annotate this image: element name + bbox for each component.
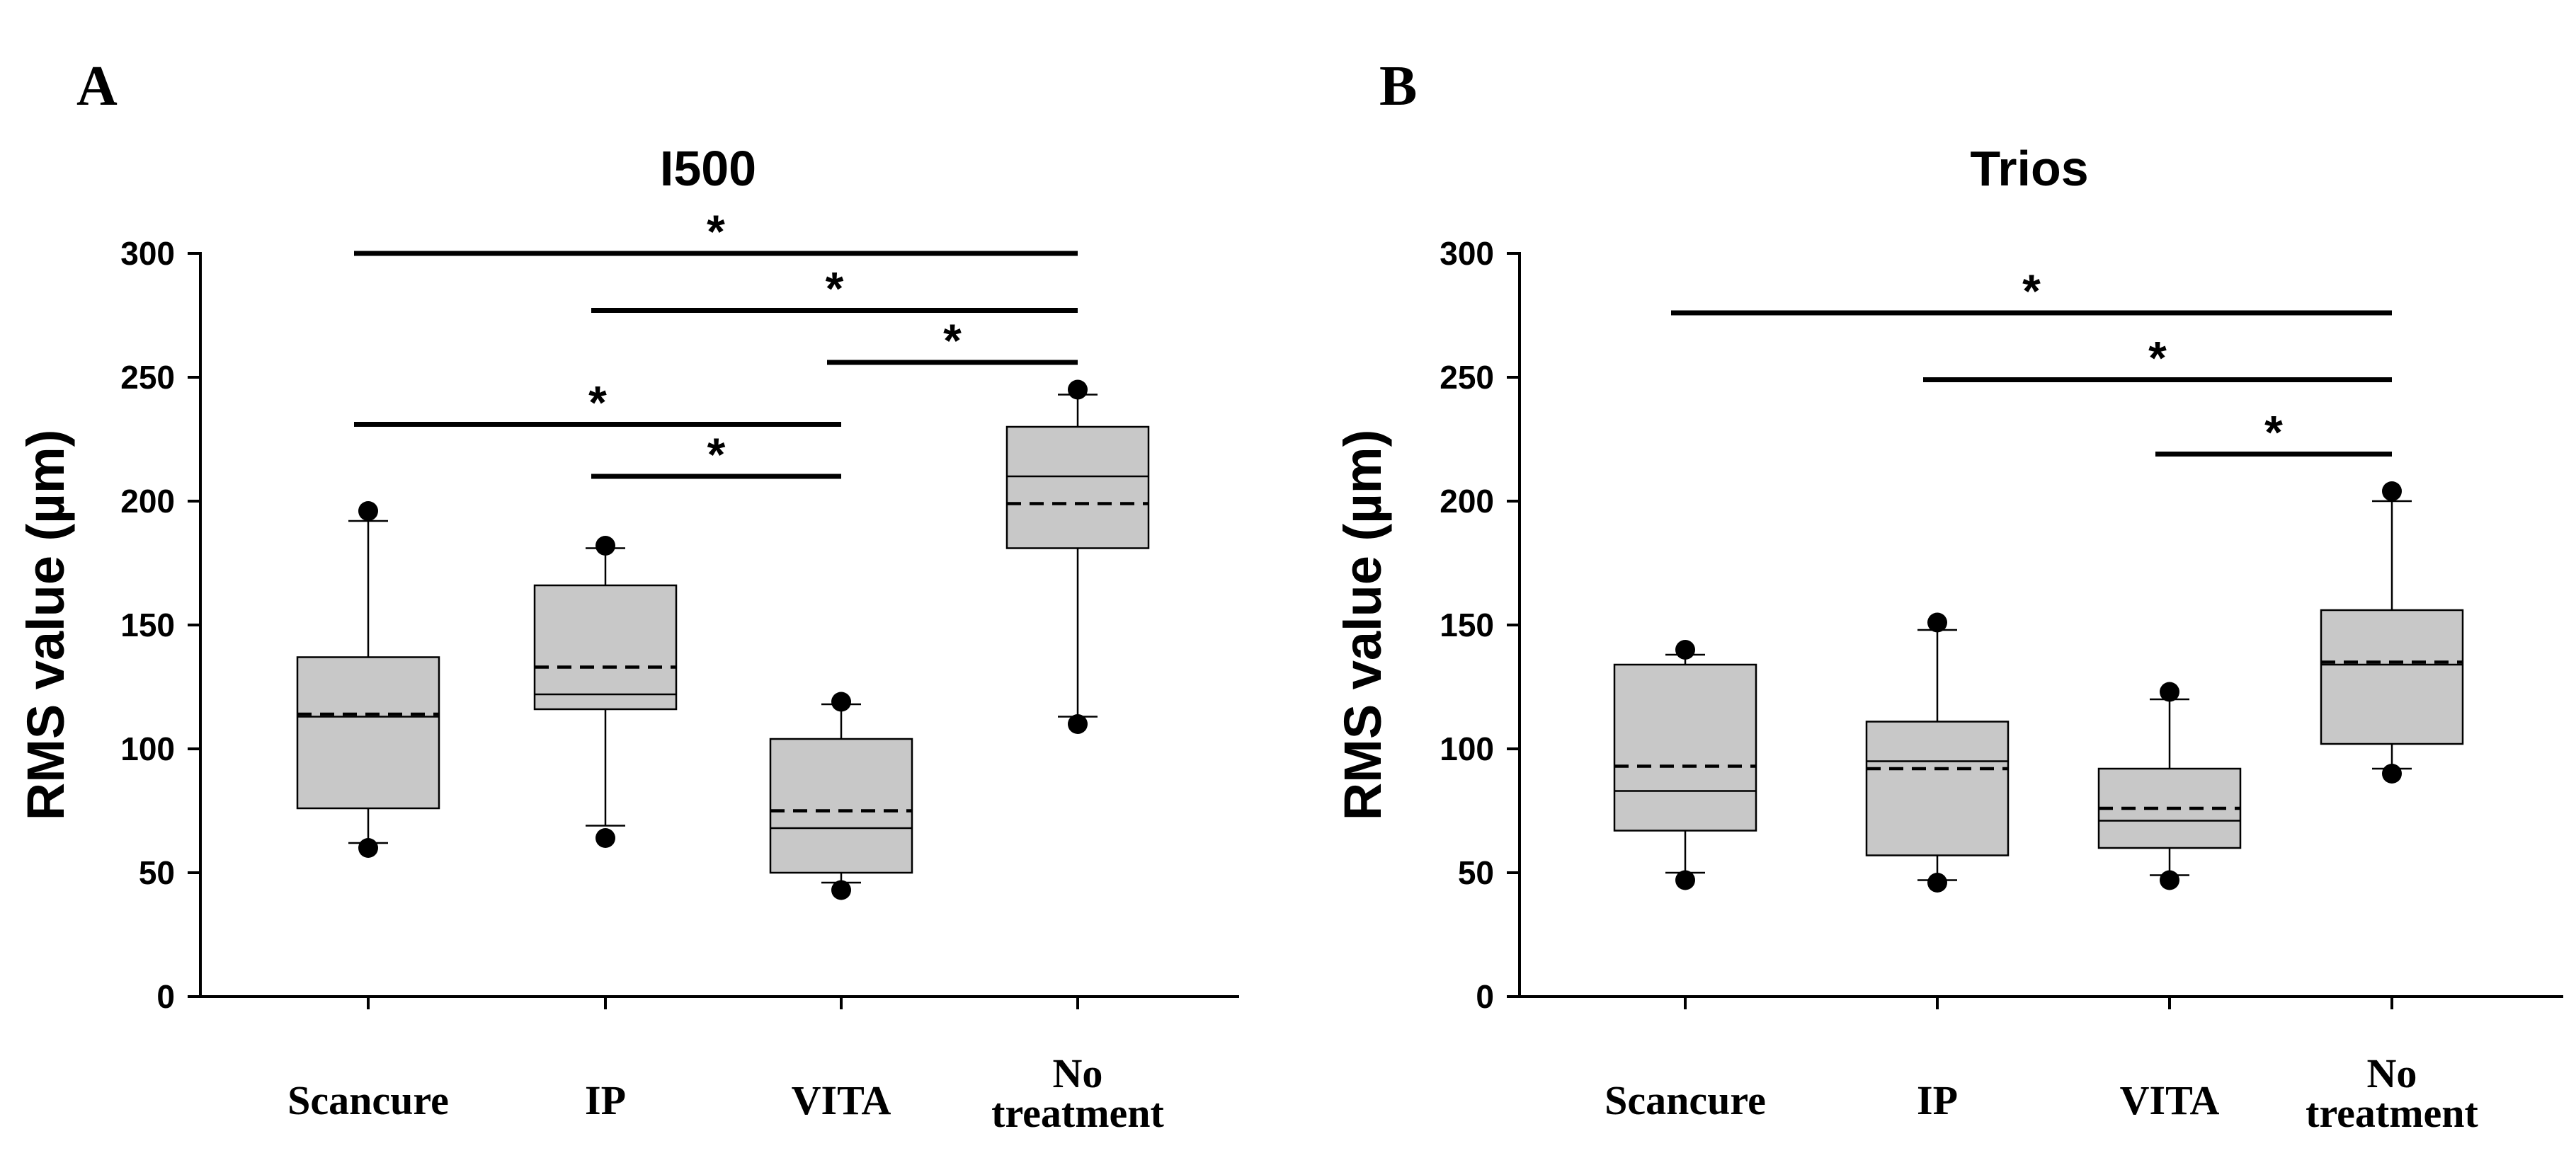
box-plot-0 bbox=[296, 501, 440, 858]
significance-star: * bbox=[2022, 265, 2041, 317]
box-plot-3 bbox=[2320, 481, 2464, 784]
outlier-high-point bbox=[2382, 481, 2402, 501]
y-tick-label: 300 bbox=[120, 235, 175, 272]
chart-title: I500 bbox=[660, 141, 756, 196]
y-tick-label: 0 bbox=[156, 978, 175, 1015]
outlier-low-point bbox=[2382, 764, 2402, 784]
box-plot-3 bbox=[1005, 379, 1150, 734]
significance-star: * bbox=[707, 205, 725, 258]
x-tick-label: Scancure bbox=[1605, 1077, 1766, 1123]
box-plot-1 bbox=[1865, 612, 2010, 893]
significance-star: * bbox=[707, 428, 726, 481]
y-tick-label: 100 bbox=[1440, 730, 1494, 767]
outlier-high-point bbox=[595, 536, 615, 556]
outlier-low-point bbox=[2160, 870, 2179, 890]
outlier-low-point bbox=[595, 828, 615, 848]
iqr-box bbox=[296, 656, 440, 810]
y-tick-label: 250 bbox=[1440, 359, 1494, 396]
outlier-high-point bbox=[2160, 682, 2179, 702]
significance-star: * bbox=[943, 314, 962, 367]
outlier-high-point bbox=[1068, 379, 1088, 400]
box-plot-0 bbox=[1613, 640, 1757, 890]
x-tick-label: IP bbox=[585, 1077, 626, 1123]
significance-star: * bbox=[2148, 332, 2167, 384]
x-tick-label: Scancure bbox=[287, 1077, 449, 1123]
panel-letter: B bbox=[1379, 55, 1417, 117]
box-plot-2 bbox=[769, 692, 913, 900]
box-plot-2 bbox=[2097, 682, 2242, 890]
outlier-high-point bbox=[1927, 612, 1947, 633]
significance-star: * bbox=[2264, 406, 2283, 459]
outlier-low-point bbox=[1068, 714, 1088, 734]
y-tick-label: 0 bbox=[1476, 978, 1494, 1015]
outlier-low-point bbox=[831, 880, 851, 900]
x-tick-label: treatment bbox=[991, 1090, 1164, 1136]
outlier-low-point bbox=[358, 838, 378, 858]
outlier-high-point bbox=[831, 692, 851, 712]
significance-star: * bbox=[588, 377, 607, 429]
outlier-high-point bbox=[1675, 640, 1695, 660]
chart-panel-a: A I500 RMS value (µm) 0 50 100 150 200 250 300 Sca… bbox=[16, 55, 1239, 1136]
y-tick-label: 250 bbox=[120, 359, 175, 396]
box-plot-1 bbox=[533, 536, 678, 848]
chart-title: Trios bbox=[1970, 141, 2088, 196]
y-tick-label: 150 bbox=[1440, 607, 1494, 643]
iqr-box bbox=[1613, 663, 1757, 832]
x-tick-label: No bbox=[2367, 1050, 2417, 1096]
x-tick-label: VITA bbox=[792, 1077, 891, 1123]
iqr-box bbox=[533, 584, 678, 711]
y-axis-label: RMS value (µm) bbox=[1333, 430, 1392, 821]
chart-panel-b: B Trios RMS value (µm) 0 50 100 150 200 250 300 Sc… bbox=[1333, 55, 2563, 1136]
x-tick-label: treatment bbox=[2306, 1090, 2478, 1136]
panel-letter: A bbox=[76, 55, 118, 117]
y-axis-label: RMS value (µm) bbox=[16, 430, 75, 821]
outlier-low-point bbox=[1675, 870, 1695, 890]
outlier-low-point bbox=[1927, 873, 1947, 893]
iqr-box bbox=[2320, 609, 2464, 745]
iqr-box bbox=[769, 738, 913, 874]
y-tick-label: 100 bbox=[120, 730, 175, 767]
y-tick-label: 300 bbox=[1440, 235, 1494, 272]
y-tick-label: 50 bbox=[139, 854, 175, 891]
iqr-box bbox=[1865, 721, 2010, 856]
outlier-high-point bbox=[358, 501, 378, 521]
x-tick-label: IP bbox=[1917, 1077, 1958, 1123]
iqr-box bbox=[1005, 425, 1150, 549]
y-tick-label: 150 bbox=[120, 607, 175, 643]
x-tick-label: VITA bbox=[2120, 1077, 2220, 1123]
x-tick-label: No bbox=[1053, 1050, 1103, 1096]
significance-star: * bbox=[826, 263, 844, 315]
y-tick-label: 200 bbox=[1440, 483, 1494, 520]
y-tick-label: 50 bbox=[1458, 854, 1494, 891]
y-tick-label: 200 bbox=[120, 483, 175, 520]
